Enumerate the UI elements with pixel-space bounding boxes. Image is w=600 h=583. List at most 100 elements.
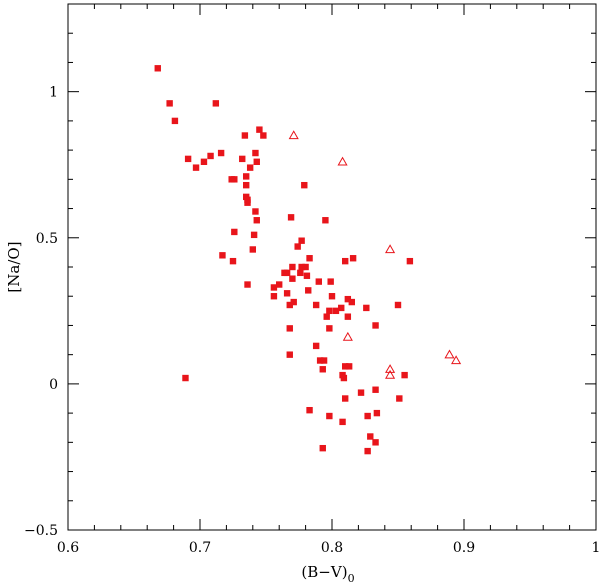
data-point-square: [286, 301, 293, 309]
data-point-square: [396, 395, 403, 402]
data-point-square: [243, 181, 250, 189]
data-point-square: [252, 208, 259, 215]
data-point-square: [320, 357, 328, 364]
x-tick-label: 0.8: [321, 540, 343, 556]
data-point-square: [326, 325, 333, 332]
data-point-square: [298, 237, 305, 244]
data-point-triangle: [451, 355, 462, 365]
data-point-square: [270, 293, 278, 300]
data-point-square: [312, 342, 320, 350]
data-point-square: [252, 149, 259, 157]
data-point-triangle: [385, 364, 396, 373]
data-point-square: [316, 357, 324, 364]
data-point-square: [253, 158, 260, 165]
x-tick-label: 0.7: [189, 540, 211, 556]
data-point-square: [231, 176, 238, 183]
data-point-square: [319, 444, 326, 452]
data-point-square: [294, 243, 301, 250]
data-point-square: [344, 295, 352, 303]
data-point-square: [289, 263, 296, 271]
data-point-square: [372, 439, 379, 446]
data-point-square: [302, 263, 309, 271]
data-point-square: [287, 214, 295, 221]
data-point-square: [166, 100, 173, 107]
data-point-square: [290, 298, 297, 306]
data-point-square: [249, 246, 256, 253]
data-point-square: [394, 301, 402, 309]
data-point-square: [338, 304, 345, 312]
data-point-square: [349, 255, 357, 262]
data-point-square: [305, 287, 312, 294]
data-point-square: [200, 158, 208, 165]
data-point-square: [241, 132, 249, 139]
data-point-square: [207, 152, 214, 160]
data-point-square: [312, 301, 320, 309]
data-point-square: [401, 371, 408, 379]
data-point-square: [315, 278, 322, 285]
data-point-square: [348, 298, 355, 306]
data-point-square: [373, 409, 381, 417]
data-point-square: [342, 395, 349, 402]
data-point-triangle: [385, 244, 396, 254]
data-point-triangle: [288, 130, 299, 140]
y-tick-label: 1: [49, 85, 58, 101]
data-point-square: [231, 228, 238, 236]
data-point-square: [229, 257, 237, 265]
data-point-square: [342, 363, 349, 370]
y-tick-label: 0.5: [36, 231, 58, 247]
data-point-square: [219, 252, 226, 259]
data-point-square: [217, 149, 225, 157]
data-point-square: [243, 173, 250, 180]
data-points: [154, 65, 462, 455]
data-point-square: [298, 263, 305, 271]
data-point-square: [244, 199, 251, 206]
data-point-square: [276, 281, 283, 288]
data-point-square: [363, 304, 370, 312]
data-point-square: [244, 281, 251, 288]
x-tick-label: 0.6: [57, 540, 79, 556]
data-point-square: [345, 363, 353, 370]
data-point-square: [326, 307, 333, 315]
data-point-square: [328, 293, 336, 300]
data-point-square: [340, 374, 348, 382]
plot-frame: [67, 3, 597, 531]
data-point-square: [256, 126, 263, 133]
data-point-square: [372, 386, 379, 393]
data-point-square: [406, 257, 414, 265]
data-point-square: [303, 272, 311, 279]
y-tick-label: 0: [49, 377, 58, 393]
data-point-square: [289, 275, 296, 282]
data-point-triangle: [337, 156, 348, 166]
data-point-square: [212, 100, 220, 107]
data-point-square: [339, 418, 346, 426]
data-point-triangle: [385, 369, 396, 379]
x-tick-label: 1: [592, 540, 600, 556]
data-point-square: [367, 433, 374, 440]
data-point-square: [283, 290, 291, 297]
data-point-square: [319, 366, 326, 373]
data-point-square: [286, 325, 293, 332]
data-point-square: [301, 181, 308, 189]
data-point-square: [357, 389, 365, 396]
data-point-square: [332, 307, 340, 315]
data-point-square: [270, 284, 278, 291]
data-point-square: [184, 155, 192, 163]
data-point-square: [372, 322, 379, 329]
data-point-square: [253, 217, 260, 224]
data-point-triangle: [444, 349, 455, 359]
data-point-triangle: [342, 331, 353, 341]
y-axis-label: [Na/O]: [5, 241, 23, 292]
tick-labels: 0.6 0.7 0.8 0.9 1 −0.5 0 0.5 1: [24, 85, 600, 556]
data-point-square: [326, 412, 333, 420]
data-point-square: [322, 217, 329, 224]
data-point-square: [323, 313, 330, 320]
data-point-square: [192, 164, 200, 171]
data-point-square: [239, 155, 246, 163]
data-point-square: [344, 313, 352, 320]
data-point-square: [327, 278, 334, 285]
data-point-square: [306, 255, 313, 262]
data-point-square: [283, 269, 291, 277]
data-point-square: [306, 406, 313, 414]
x-axis-label: (B−V)0: [301, 563, 354, 583]
